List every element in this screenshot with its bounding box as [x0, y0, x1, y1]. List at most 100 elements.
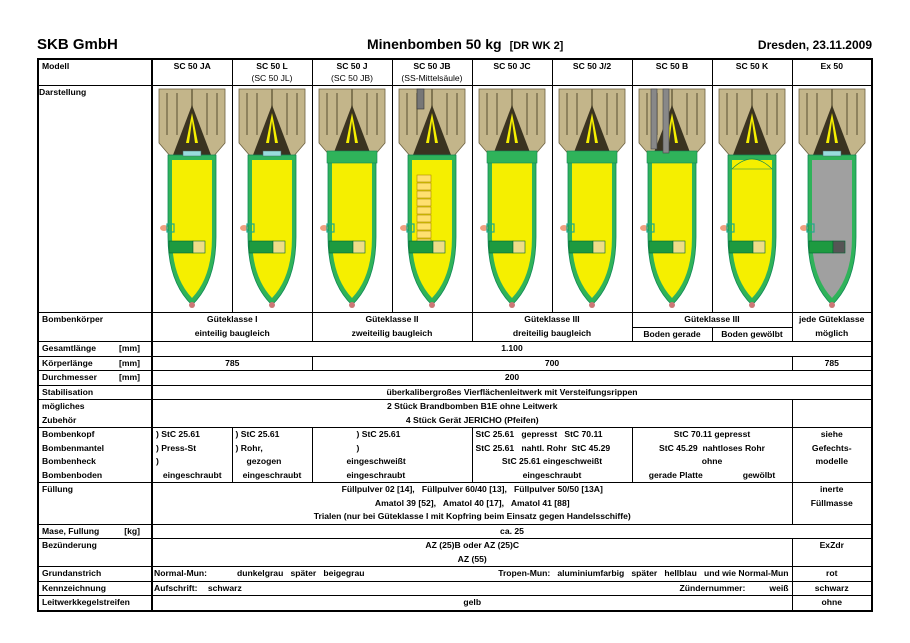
cell: 785: [791, 355, 873, 371]
bomb-drawing-cell: [631, 85, 713, 313]
cell: einteilig baugleich: [151, 327, 313, 342]
row-fuellung-1: Amatol 39 [52], Amatol 40 [17], Amatol 4…: [37, 496, 873, 510]
model-name: SC 50 J: [336, 61, 368, 71]
cell: gelb: [151, 595, 793, 612]
unit: [mm]: [118, 357, 140, 368]
label-fuellung: Füllung: [37, 482, 153, 497]
bomb-diagram-4: [478, 88, 546, 308]
row-bombenmantel: Bombenmantel) Press-St) Rohr,) StC 25.61 …: [37, 441, 873, 455]
cell: siehe: [791, 427, 873, 442]
model-header: SC 50 B: [631, 58, 713, 86]
cell: ohne: [631, 455, 793, 469]
label-text: Gesamtlänge: [42, 343, 96, 353]
cell: dunkelgrau später beigegrau: [237, 568, 365, 578]
cell: 200: [151, 370, 873, 386]
cell: 1.100: [151, 341, 873, 357]
label-grundanstrich: Grundanstrich: [37, 566, 153, 582]
row-bombenkopf: Bombenkopf) StC 25.61) StC 25.61) StC 25…: [37, 427, 873, 442]
model-name: SC 50 B: [655, 61, 689, 71]
label-darstellung: Darstellung: [37, 85, 153, 313]
label-bombenkoerper: Bombenkörper: [37, 312, 153, 327]
row-gesamtlaenge: Gesamtlänge [mm] 1.100: [37, 341, 873, 357]
cell: ca. 25: [151, 523, 873, 539]
bomb-diagram-2: [318, 88, 386, 308]
row-koerperlaenge: Körperlänge [mm] 785 700 785: [37, 355, 873, 371]
label-modell: Modell: [37, 58, 153, 86]
cell: 4 Stück Gerät JERICHO (Pfeifen): [151, 413, 793, 428]
cell: Trialen (nur bei Güteklasse I mit Kopfri…: [151, 510, 793, 525]
label-stabilisation: Stabilisation: [37, 384, 153, 400]
cell: AZ (25)B oder AZ (25)C: [151, 538, 793, 553]
cell: eingeschraubt: [231, 468, 313, 483]
cell: weiß: [769, 582, 789, 593]
label-fuellung: [37, 496, 153, 510]
model-header: SC 50 K: [711, 58, 793, 86]
row-bombenkoerper-2: einteilig baugleich zweiteilig baugleich…: [37, 326, 873, 342]
bomb-diagram-5: [558, 88, 626, 308]
cell: ): [151, 455, 233, 469]
model-subname: (SS-Mittelsäule): [401, 73, 463, 83]
model-header: SC 50 JB (SS-Mittelsäule): [391, 58, 473, 86]
label-koerperlaenge: Körperlänge [mm]: [37, 355, 153, 371]
cell: dreiteilig baugleich: [471, 327, 633, 342]
cell: jede Güteklasse: [791, 312, 873, 327]
spec-table: Modell SC 50 JA SC 50 L (SC 50 JL) SC 50 J (…: [37, 58, 873, 612]
company-name: SKB GmbH: [37, 36, 118, 53]
row-bombenboden: Bombenboden eingeschraubt eingeschraubt ein…: [37, 468, 873, 483]
cell: 785: [151, 355, 313, 371]
cell: ExZdr: [791, 538, 873, 553]
label-bombenboden: Bombenboden: [37, 468, 153, 483]
row-bombenheck: Bombenheck) gezogen eingeschweißt StC 25.61…: [37, 455, 873, 469]
cell: 2 Stück Brandbomben B1E ohne Leitwerk: [151, 399, 793, 414]
label-leitwerk: Leitwerkkegelstreifen: [37, 595, 153, 612]
model-header: SC 50 L (SC 50 JL): [231, 58, 313, 86]
model-name: SC 50 L: [256, 61, 288, 71]
cell: [791, 399, 873, 428]
unit: [mm]: [118, 343, 140, 353]
bomb-drawing-cell: [711, 85, 793, 313]
model-header: SC 50 JA: [151, 58, 233, 86]
row-darstellung: Darstellung: [37, 85, 873, 313]
document-title: Minenbomben 50 kg [DR WK 2]: [367, 36, 563, 52]
bomb-diagram-3: [398, 88, 466, 308]
cell: inerte: [791, 482, 873, 497]
cell: aluminiumfarbig später hellblau und wie …: [557, 568, 789, 578]
cell: Gefechts-: [791, 441, 873, 455]
cell: schwarz: [791, 580, 873, 596]
cell: ) Press-St: [151, 441, 233, 455]
model-name: SC 50 J/2: [572, 61, 612, 71]
cell: Normal-Mun: dunkelgrau später beigegrau Tr…: [151, 566, 793, 582]
bomb-drawing-cell: [311, 85, 393, 313]
row-fuellung-2: Trialen (nur bei Güteklasse I mit Kopfri…: [37, 510, 873, 525]
cell: Güteklasse I: [151, 312, 313, 327]
title-code: [DR WK 2]: [509, 40, 564, 52]
row-bezuenderung-1: AZ (55): [37, 552, 873, 567]
cell: Tropen-Mun:: [498, 568, 551, 578]
bomb-diagram-0: [158, 88, 226, 308]
cell: schwarz: [207, 582, 242, 593]
row-kennzeichnung: Kennzeichnung Aufschrift: schwarz Zündernu…: [37, 580, 873, 596]
cell: eingeschraubt: [311, 468, 473, 483]
cell: Güteklasse III: [471, 312, 633, 327]
cell: zweiteilig baugleich: [311, 327, 473, 342]
row-stabilisation: Stabilisation überkalibergroßes Vierfläc…: [37, 384, 873, 400]
bomb-diagram-1: [238, 88, 306, 308]
cell: ): [311, 441, 473, 455]
cell: Amatol 39 [52], Amatol 40 [17], Amatol 4…: [151, 496, 793, 510]
model-name: SC 50 JB: [413, 61, 451, 71]
model-name: SC 50 K: [735, 61, 769, 71]
cell: modelle: [791, 455, 873, 469]
cell: [37, 327, 153, 342]
bomb-drawing-cell: [391, 85, 473, 313]
bomb-diagram-7: [718, 88, 786, 308]
label-bezuenderung: Bezünderung: [37, 538, 153, 553]
model-subname: (SC 50 JB): [330, 73, 374, 83]
cell: Füllmasse: [791, 496, 873, 510]
model-header: SC 50 J (SC 50 JB): [311, 58, 393, 86]
row-masse: Mase, Fullung [kg] ca. 25: [37, 523, 873, 539]
unit: [kg]: [124, 525, 140, 536]
cell: 700: [311, 355, 793, 371]
bomb-drawing-cell: [791, 85, 873, 313]
cell: gewölbt: [742, 469, 776, 480]
model-header: SC 50 J/2: [551, 58, 633, 86]
